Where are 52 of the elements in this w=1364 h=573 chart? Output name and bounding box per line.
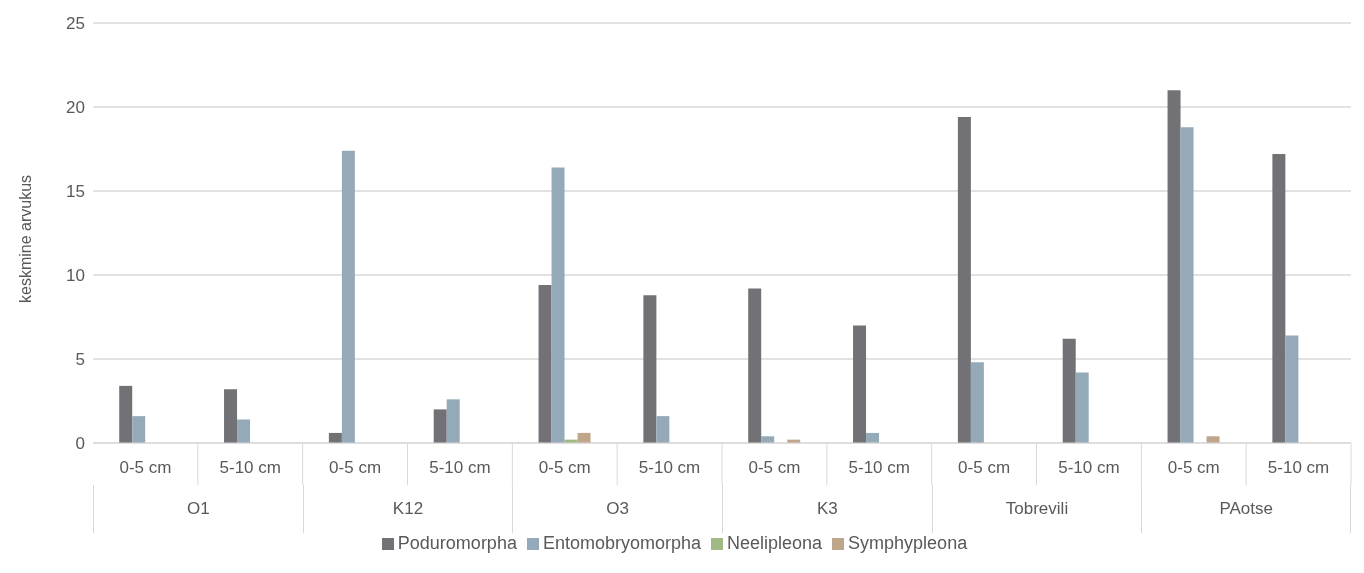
x-tick-label: 5-10 cm [1058, 458, 1120, 477]
legend-label: Neelipleona [727, 533, 823, 553]
bar [1206, 436, 1220, 443]
legend-label: Symphypleona [848, 533, 968, 553]
x-tick-label: 5-10 cm [638, 458, 701, 477]
text: O3 [606, 499, 629, 519]
x-tick-label: 0-5 cm [538, 458, 591, 477]
x-tick-label: 0-5 cm [329, 458, 382, 477]
y-tick-label: 0 [75, 434, 85, 454]
bar [643, 295, 657, 443]
y-tick-label: 20 [66, 98, 85, 118]
x-tick-label: 0-5 cm [119, 458, 172, 477]
y-tick-label: 5 [75, 350, 85, 370]
bar [119, 385, 133, 443]
bar [1285, 335, 1299, 443]
bar [446, 399, 460, 443]
bar [1180, 127, 1194, 443]
bar [237, 419, 251, 443]
bar [761, 436, 775, 443]
legend-label: Poduromorpha [397, 533, 517, 553]
text: K3 [816, 499, 838, 519]
bar [433, 409, 447, 443]
text: Tobrevili [1005, 499, 1069, 519]
bar [1167, 90, 1181, 443]
text: O1 [186, 499, 210, 519]
text: PAotse [1219, 499, 1273, 519]
x-tick-label: 5-10 cm [1267, 458, 1330, 477]
x-tick-label: 0-5 cm [1167, 458, 1220, 477]
x-tick-label: 5-10 cm [429, 458, 491, 477]
y-tick-label: 15 [66, 182, 85, 202]
bar [341, 150, 355, 443]
bar [970, 362, 984, 443]
bar [656, 416, 670, 443]
bar [224, 389, 238, 443]
y-axis-title: keskmine arvukus [16, 174, 34, 303]
x-tick-label: 5-10 cm [848, 458, 910, 477]
x-tick-label: 5-10 cm [219, 458, 281, 477]
bar [853, 325, 867, 443]
y-tick-label: 10 [66, 266, 85, 286]
bar [1075, 372, 1089, 443]
bar [1272, 154, 1286, 443]
y-tick-label: 25 [66, 14, 85, 34]
bar [538, 285, 552, 443]
bar [132, 416, 146, 443]
bar [748, 288, 762, 443]
bar [1062, 338, 1076, 443]
text: K12 [392, 499, 424, 519]
legend-label: Entomobryomorpha [542, 533, 701, 553]
bar [957, 117, 971, 443]
x-tick-label: 0-5 cm [958, 458, 1011, 477]
x-tick-label: 0-5 cm [748, 458, 801, 477]
bar [551, 167, 565, 443]
